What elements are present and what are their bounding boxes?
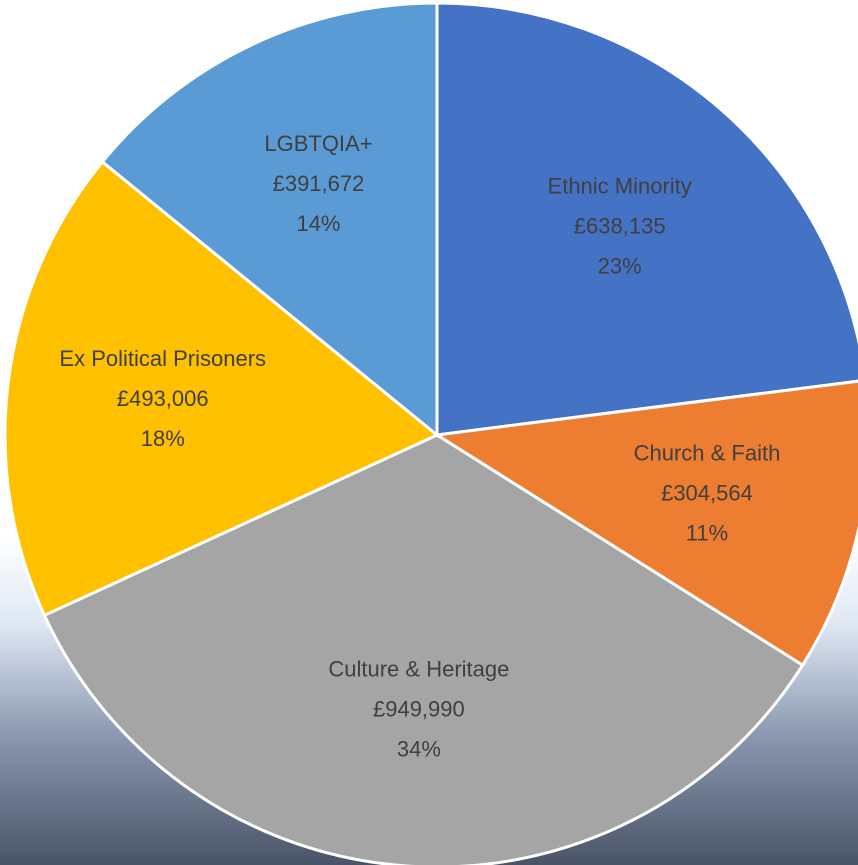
pie-slice [3, 159, 440, 618]
share-label: 14% [296, 211, 340, 236]
value-label: £304,564 [661, 480, 753, 505]
pie-slice [432, 379, 858, 668]
share-label: 18% [141, 426, 185, 451]
slice-label: LGBTQIA+ [264, 131, 372, 156]
pie-slice [100, 1, 439, 439]
value-label: £493,006 [117, 386, 209, 411]
pie-slice [42, 433, 805, 865]
value-label: £949,990 [373, 697, 465, 722]
slice-label: Ethnic Minority [548, 173, 692, 198]
slice-label: Culture & Heritage [328, 657, 509, 682]
share-label: 34% [397, 737, 441, 762]
value-label: £391,672 [273, 171, 365, 196]
slice-label: Church & Faith [634, 440, 781, 465]
value-label: £638,135 [574, 213, 666, 238]
slice-label: Ex Political Prisoners [59, 346, 266, 371]
share-label: 11% [686, 520, 728, 545]
pie-slice [435, 1, 858, 437]
share-label: 23% [598, 253, 642, 278]
